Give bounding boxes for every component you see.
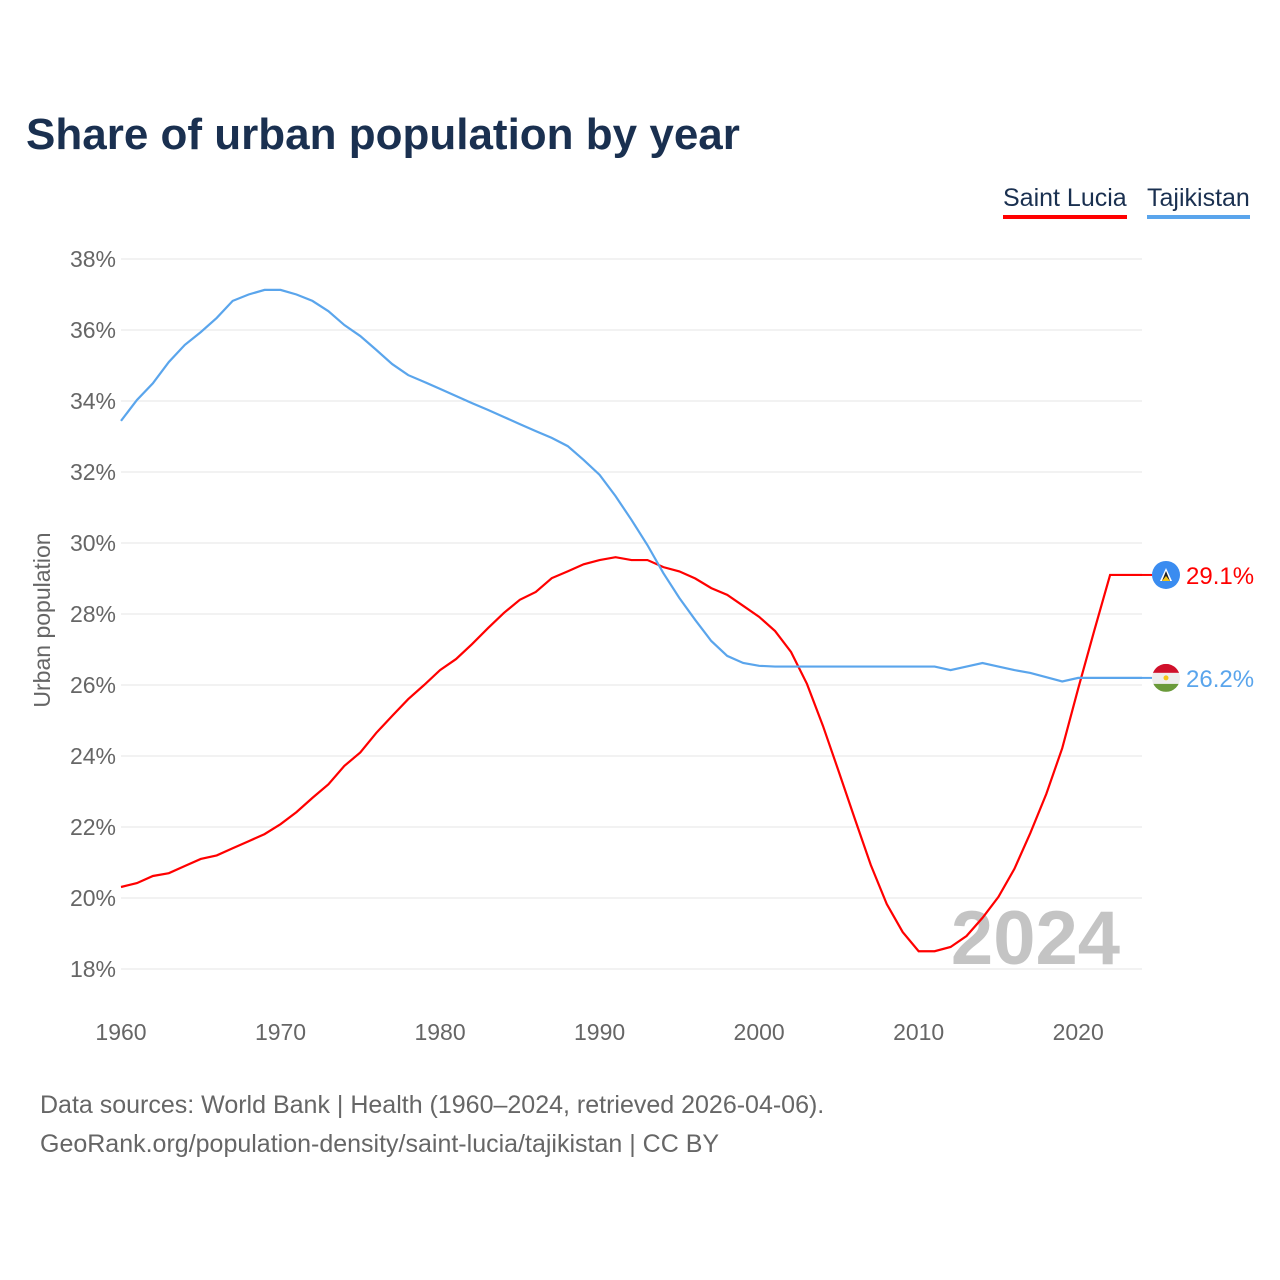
x-tick-label: 2010: [893, 1019, 944, 1045]
end-value-label: 29.1%: [1186, 563, 1254, 590]
x-tick-label: 2020: [1053, 1019, 1104, 1045]
y-tick-label: 18%: [70, 956, 116, 982]
y-tick-label: 38%: [70, 246, 116, 272]
series-line-saint-lucia: [120, 556, 1142, 953]
y-tick-label: 24%: [70, 743, 116, 769]
y-tick-label: 30%: [70, 530, 116, 556]
y-tick-label: 26%: [70, 672, 116, 698]
legend-item-tajikistan[interactable]: Tajikistan: [1147, 184, 1250, 219]
y-tick-label: 32%: [70, 459, 116, 485]
y-tick-label: 36%: [70, 317, 116, 343]
y-tick-label: 34%: [70, 388, 116, 414]
x-tick-label: 1990: [574, 1019, 625, 1045]
x-tick-label: 1980: [414, 1019, 465, 1045]
saint-lucia-flag-icon: [1152, 560, 1180, 589]
y-tick-label: 28%: [70, 601, 116, 627]
tajikistan-flag-icon: [1152, 663, 1180, 692]
chart-title: Share of urban population by year: [26, 110, 740, 159]
year-watermark: 2024: [951, 896, 1120, 981]
x-tick-label: 2000: [734, 1019, 785, 1045]
attribution-link[interactable]: GeoRank.org/population-density/saint-luc…: [40, 1130, 720, 1158]
footer: Data sources: World Bank | Health (1960–…: [40, 1086, 824, 1164]
series-line-tajikistan: [120, 288, 1142, 683]
end-value-label: 26.2%: [1186, 666, 1254, 693]
data-source-text: Data sources: World Bank | Health (1960–…: [40, 1091, 825, 1119]
x-tick-label: 1960: [95, 1019, 146, 1045]
y-tick-label: 22%: [70, 814, 116, 840]
legend-item-saint-lucia[interactable]: Saint Lucia: [1003, 184, 1127, 219]
y-axis-label: Urban population: [29, 532, 55, 707]
y-tick-label: 20%: [70, 885, 116, 911]
x-tick-label: 1970: [255, 1019, 306, 1045]
